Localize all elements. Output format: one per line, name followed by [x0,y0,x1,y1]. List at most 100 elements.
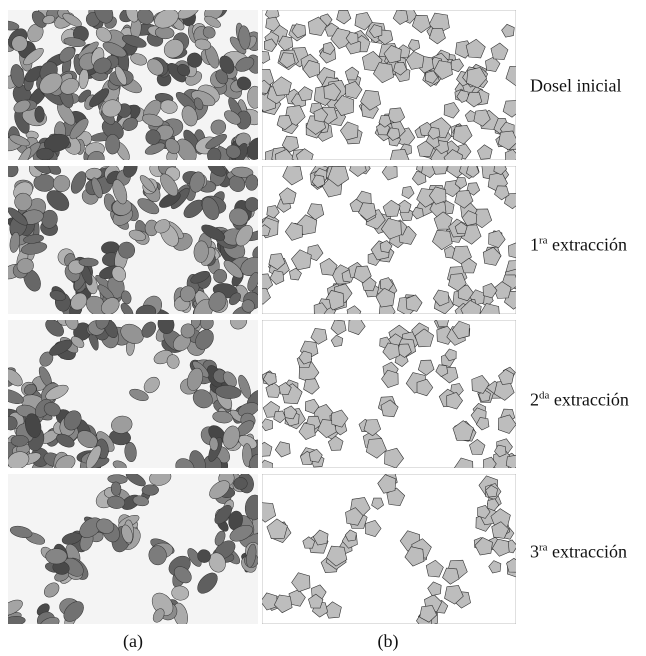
leaf-polygon [397,199,412,213]
leaf-polygon [428,186,447,205]
leaf [120,303,134,314]
leaf-polygon [322,41,336,55]
leaf [9,134,30,147]
leaf-polygon [506,557,516,573]
leaf-polygon [269,270,285,285]
leaf [111,415,133,434]
leaf-polygon [279,52,296,69]
column-label: (a) [123,631,143,651]
leaf [60,78,80,95]
leaf [235,225,253,247]
leaf [39,616,60,624]
leaf [176,138,197,160]
leaf [8,451,30,468]
leaf-polygon [291,23,307,39]
leaf [112,179,128,205]
leaf-polygon [274,441,291,458]
leaf-polygon [303,378,320,395]
leaf-polygon [262,418,273,432]
leaf-polygon [262,441,273,457]
leaf-polygon [302,536,316,549]
leaf-polygon [453,457,474,468]
leaf-polygon [488,230,506,249]
leaf [223,371,237,388]
label-text: extracción [552,541,627,562]
leaf [177,64,190,77]
leaf [201,224,226,241]
leaf-polygon [436,320,450,328]
leaf-polygon [444,585,464,605]
leaf-polygon [382,342,400,361]
leaf [244,494,258,521]
leaf-polygon [295,148,314,160]
leaf-polygon [479,303,500,314]
leaf-polygon [427,581,442,596]
leaf [209,436,219,452]
leaf [8,599,23,616]
leaf-polygon [263,38,277,52]
leaf-polygon [330,320,347,336]
model-panel [262,320,516,468]
column-label: (b) [377,631,399,651]
leaf [200,320,214,330]
leaf [149,474,172,486]
leaf-polygon [282,166,303,186]
leaf-polygon [265,16,281,32]
leaf-polygon [477,144,493,160]
leaf-polygon [416,378,434,397]
leaf [189,171,205,193]
leaf-polygon [471,375,490,394]
leaf-polygon [474,537,493,556]
leaf-polygon [278,382,292,396]
label-text: extracción [552,234,627,255]
row-label: 3ra extracción [530,542,627,563]
leaf [154,219,171,234]
leaf [36,148,54,160]
leaf-polygon [262,459,273,468]
leaf-polygon [454,221,468,235]
leaf [14,192,33,211]
leaf-polygon [428,28,446,45]
leaf [229,207,249,226]
leaf-polygon [485,484,498,498]
leaf [187,52,203,68]
leaf [8,389,24,404]
leaf [53,174,71,192]
leaf [105,134,121,155]
leaf [137,10,154,25]
leaf [214,530,226,546]
leaf [62,13,82,27]
leaf [193,240,209,263]
leaf-polygon [262,287,271,305]
photo-panel [8,10,258,160]
leaf [187,367,203,391]
leaf-polygon [392,10,409,25]
leaf-polygon [505,454,516,468]
leaf-polygon [435,364,449,377]
model-panel [262,474,516,624]
leaf [175,458,195,468]
leaf-polygon [380,217,402,240]
leaf [129,388,149,401]
leaf-polygon [386,487,406,507]
leaf-polygon [417,140,435,158]
leaf [16,147,32,160]
leaf-polygon [379,240,393,253]
leaf-polygon [358,202,377,221]
leaf [238,25,251,50]
leaf [249,453,258,468]
leaf-polygon [419,605,438,623]
leaf [210,119,227,135]
leaf-polygon [381,166,398,181]
leaf-polygon [345,507,364,526]
leaf [34,105,45,123]
leaf [56,433,75,448]
leaf [142,113,164,127]
leaf-polygon [451,320,470,340]
leaf [201,196,220,220]
leaf-polygon [502,100,516,118]
leaf [195,329,214,350]
leaf [152,608,165,623]
leaf [141,484,159,496]
leaf-polygon [307,203,325,221]
